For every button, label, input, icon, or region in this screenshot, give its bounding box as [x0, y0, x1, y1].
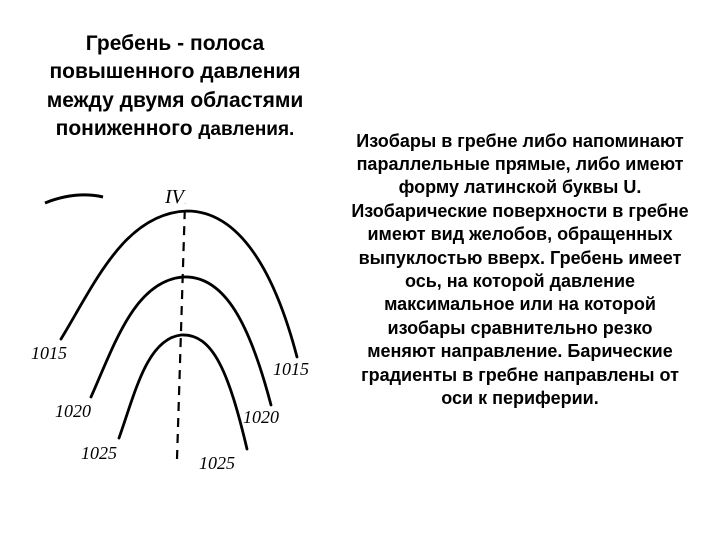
- heading-line-3: между двумя областями: [47, 89, 304, 112]
- label-mid-right: 1020: [243, 407, 279, 427]
- top-fragment-curve: [45, 195, 103, 203]
- label-inner-left: 1025: [81, 443, 117, 463]
- diagram-top-label: IV: [164, 186, 187, 208]
- heading: Гребень - полоса повышенного давления ме…: [25, 30, 325, 143]
- label-outer-left: 1015: [31, 343, 67, 363]
- ridge-axis: [177, 203, 185, 459]
- label-outer-right: 1015: [273, 359, 309, 379]
- isobar-inner: [119, 335, 247, 449]
- body-paragraph: Изобары в гребне либо напоминают паралле…: [345, 130, 695, 411]
- label-inner-right: 1025: [199, 453, 235, 473]
- isobar-diagram: IV 1015 1015 1020 1020 1025 1025: [25, 163, 325, 503]
- heading-line-4a: пониженного: [56, 117, 199, 140]
- heading-line-4b: давления.: [198, 119, 294, 140]
- heading-line-1: Гребень - полоса: [86, 32, 264, 55]
- heading-line-2: повышенного давления: [49, 60, 300, 83]
- label-mid-left: 1020: [55, 401, 91, 421]
- diagram-container: IV 1015 1015 1020 1020 1025 1025: [25, 163, 325, 510]
